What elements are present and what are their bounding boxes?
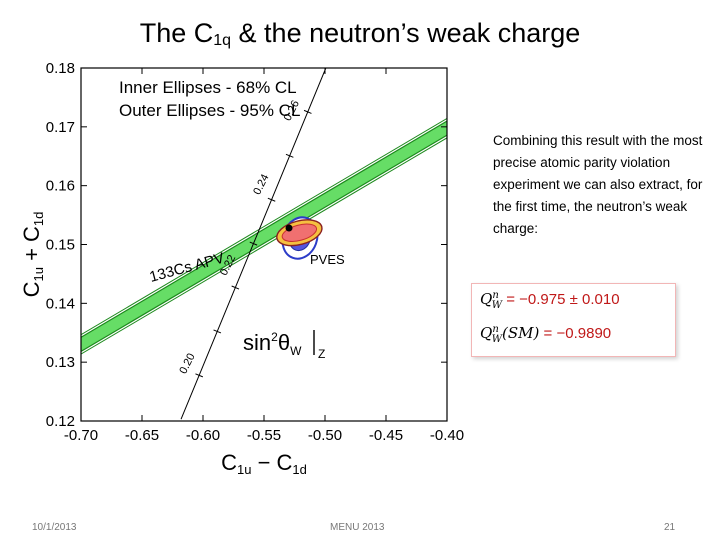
weak-charge-formula-box: QnW = −0.975 ± 0.010 QnW(SM) = −0.9890	[471, 283, 676, 357]
x-axis-title-part-2: − C	[251, 450, 292, 475]
sin2theta-tick-7	[303, 109, 312, 114]
y-tick-label-5: 0.13	[46, 354, 75, 371]
y-axis-title-part-2: + C	[19, 226, 44, 267]
formula1-symbol: Q	[480, 290, 493, 308]
plot-content	[81, 68, 447, 420]
y-axis-title: C1u + C1d	[19, 212, 46, 298]
formula1-sub: W	[491, 300, 503, 311]
title-subscript: 1q	[213, 32, 232, 49]
sin2theta-tick-4	[249, 241, 258, 246]
sin2theta-label-part-3: W	[290, 344, 302, 358]
legend-line-2: Outer Ellipses - 95% CL	[119, 101, 300, 120]
sin2theta-label: sin2θW	[243, 330, 302, 358]
x-axis-title-part-3: 1d	[292, 462, 306, 477]
y-axis-title-part-3: 1d	[31, 212, 46, 226]
formula2-value: = −0.9890	[539, 325, 612, 342]
sin2theta-tick-3	[231, 285, 240, 290]
sin2theta-label-z: Z	[318, 347, 325, 361]
y-tick-label-6: 0.12	[46, 413, 75, 430]
formula2-symbol: Q	[480, 324, 493, 342]
sin2theta-label-part-1: 2	[271, 330, 278, 344]
x-tick-label-2: -0.60	[186, 427, 220, 444]
sin2theta-tick-1	[195, 373, 204, 378]
y-tick-label-2: 0.16	[46, 178, 75, 195]
legend-line-1: Inner Ellipses - 68% CL	[119, 78, 297, 97]
formula1-sup: n	[492, 290, 499, 301]
y-tick-label-1: 0.17	[46, 119, 75, 136]
apv-band-outer-line-2	[81, 137, 447, 355]
constraint-plot: 0.200.220.240.26-0.70 -0.65 -0.60 -0.55 -0.5…	[19, 60, 464, 477]
apv-band	[81, 120, 447, 353]
x-tick-label-1: -0.65	[125, 427, 159, 444]
formula2-arg: (SM)	[502, 324, 540, 342]
y-tick-label-4: 0.14	[46, 295, 75, 312]
standard-model-point	[285, 224, 293, 232]
x-axis-title: C1u − C1d	[221, 450, 307, 477]
slide-title: The C1q & the neutron’s weak charge	[0, 18, 720, 50]
x-tick-label-0: -0.70	[64, 427, 98, 444]
plot-background	[81, 68, 447, 421]
x-axis-title-part-1: 1u	[237, 462, 251, 477]
sin2theta-tick-6	[285, 153, 294, 158]
y-tick-label-3: 0.15	[46, 237, 75, 254]
measured-weak-charge-formula: QnW = −0.975 ± 0.010	[480, 290, 620, 311]
formula1-value: = −0.975 ± 0.010	[502, 291, 620, 308]
sin2theta-tick-5	[267, 197, 276, 202]
x-tick-label-3: -0.55	[247, 427, 281, 444]
sin2theta-label-part-0: sin	[243, 330, 271, 355]
footer-date: 10/1/2013	[32, 522, 77, 533]
sm-weak-charge-formula: QnW(SM) = −0.9890	[480, 324, 611, 345]
footer-conference: MENU 2013	[330, 522, 385, 533]
sin2theta-label-part-2: θ	[278, 330, 290, 355]
pves-label: PVES	[310, 252, 345, 267]
title-text-post: & the neutron’s weak charge	[231, 18, 581, 48]
x-axis-title-part-0: C	[221, 450, 237, 475]
x-tick-label-6: -0.40	[430, 427, 464, 444]
sin2theta-tick-2	[213, 329, 222, 334]
footer-page-number: 21	[664, 522, 676, 533]
x-tick-label-4: -0.50	[308, 427, 342, 444]
title-text-pre: The C	[139, 18, 214, 48]
formula2-sup: n	[492, 324, 499, 335]
y-axis-title-part-0: C	[19, 281, 44, 297]
side-description: Combining this result with the most prec…	[493, 133, 703, 236]
formula2-sub: W	[491, 334, 503, 345]
y-axis-title-part-1: 1u	[31, 267, 46, 281]
apv-band-outer-line-1	[81, 117, 447, 336]
x-tick-label-5: -0.45	[369, 427, 403, 444]
y-tick-label-0: 0.18	[46, 60, 75, 77]
